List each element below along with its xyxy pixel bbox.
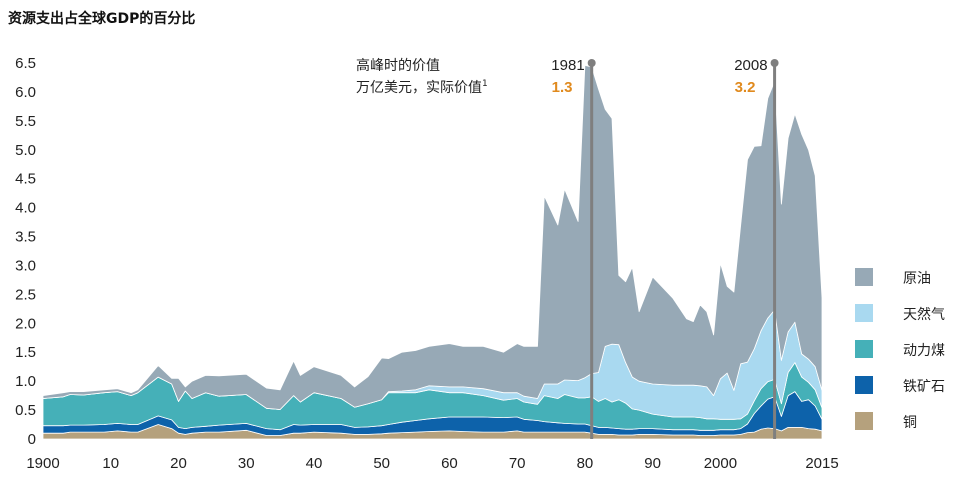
- peak-year-label: 2008: [734, 57, 767, 74]
- peak-marker-dot: [587, 59, 596, 67]
- y-tick-label: 6.0: [15, 84, 36, 101]
- peak-year-label: 1981: [551, 57, 584, 74]
- y-tick-label: 0: [28, 431, 36, 448]
- y-tick-label: 2.5: [15, 286, 36, 303]
- annotation-line1: 高峰时的价值: [356, 57, 440, 74]
- annotation-superscript: 1: [482, 79, 488, 89]
- legend-label-铜: 铜: [903, 415, 917, 431]
- x-axis-ticks: 1900 10 20 30 40 50 60 70 80 90 2000 2015: [26, 455, 838, 472]
- legend-label-动力煤: 动力煤: [903, 343, 945, 359]
- x-tick-label: 1900: [26, 455, 59, 472]
- chart-title: 资源支出占全球GDP的百分比: [8, 11, 196, 27]
- y-tick-label: 3.0: [15, 257, 36, 274]
- legend-label-铁矿石: 铁矿石: [903, 379, 945, 395]
- x-tick-label: 2000: [704, 455, 737, 472]
- legend-swatch-原油: [855, 268, 873, 286]
- annotation-line2: 万亿美元，实际价值1: [356, 79, 488, 96]
- y-tick-label: 4.5: [15, 171, 36, 188]
- y-tick-label: 1.5: [15, 344, 36, 361]
- stacked-areas: [42, 64, 823, 440]
- y-tick-label: 0.5: [15, 402, 36, 419]
- x-tick-label: 70: [509, 455, 526, 472]
- y-tick-label: 2.0: [15, 315, 36, 332]
- x-tick-label: 20: [170, 455, 187, 472]
- annotation-line2-text: 万亿美元，实际价值: [356, 80, 482, 96]
- x-tick-label: 90: [644, 455, 661, 472]
- y-tick-label: 6.5: [15, 55, 36, 72]
- y-tick-label: 5.0: [15, 142, 36, 159]
- peak-markers: 1981 1.3 2008 3.2: [551, 57, 779, 439]
- legend-swatch-天然气: [855, 304, 873, 322]
- peak-marker-dot: [770, 59, 779, 67]
- y-tick-label: 5.5: [15, 113, 36, 130]
- y-tick-label: 4.0: [15, 200, 36, 217]
- x-tick-label: 2015: [805, 455, 838, 472]
- x-tick-label: 80: [577, 455, 594, 472]
- y-tick-label: 3.5: [15, 229, 36, 246]
- y-tick-label: 1.0: [15, 373, 36, 390]
- x-tick-label: 40: [306, 455, 323, 472]
- x-tick-label: 50: [373, 455, 390, 472]
- x-tick-label: 60: [441, 455, 458, 472]
- legend-label-天然气: 天然气: [903, 306, 945, 323]
- peak-value-label: 3.2: [735, 79, 756, 96]
- legend-label-原油: 原油: [903, 271, 931, 287]
- legend-swatch-铁矿石: [855, 376, 873, 394]
- legend-swatch-动力煤: [855, 340, 873, 358]
- y-axis-ticks: 0 0.5 1.0 1.5 2.0 2.5 3.0 3.5 4.0 4.5 5.0 5.5 6.0 6.5: [15, 55, 36, 448]
- peak-annotation: 高峰时的价值 万亿美元，实际价值1: [356, 57, 488, 96]
- area-series-原油: [42, 64, 823, 410]
- x-tick-label: 10: [102, 455, 119, 472]
- peak-value-label: 1.3: [552, 79, 573, 96]
- legend-swatch-铜: [855, 412, 873, 430]
- x-tick-label: 30: [238, 455, 255, 472]
